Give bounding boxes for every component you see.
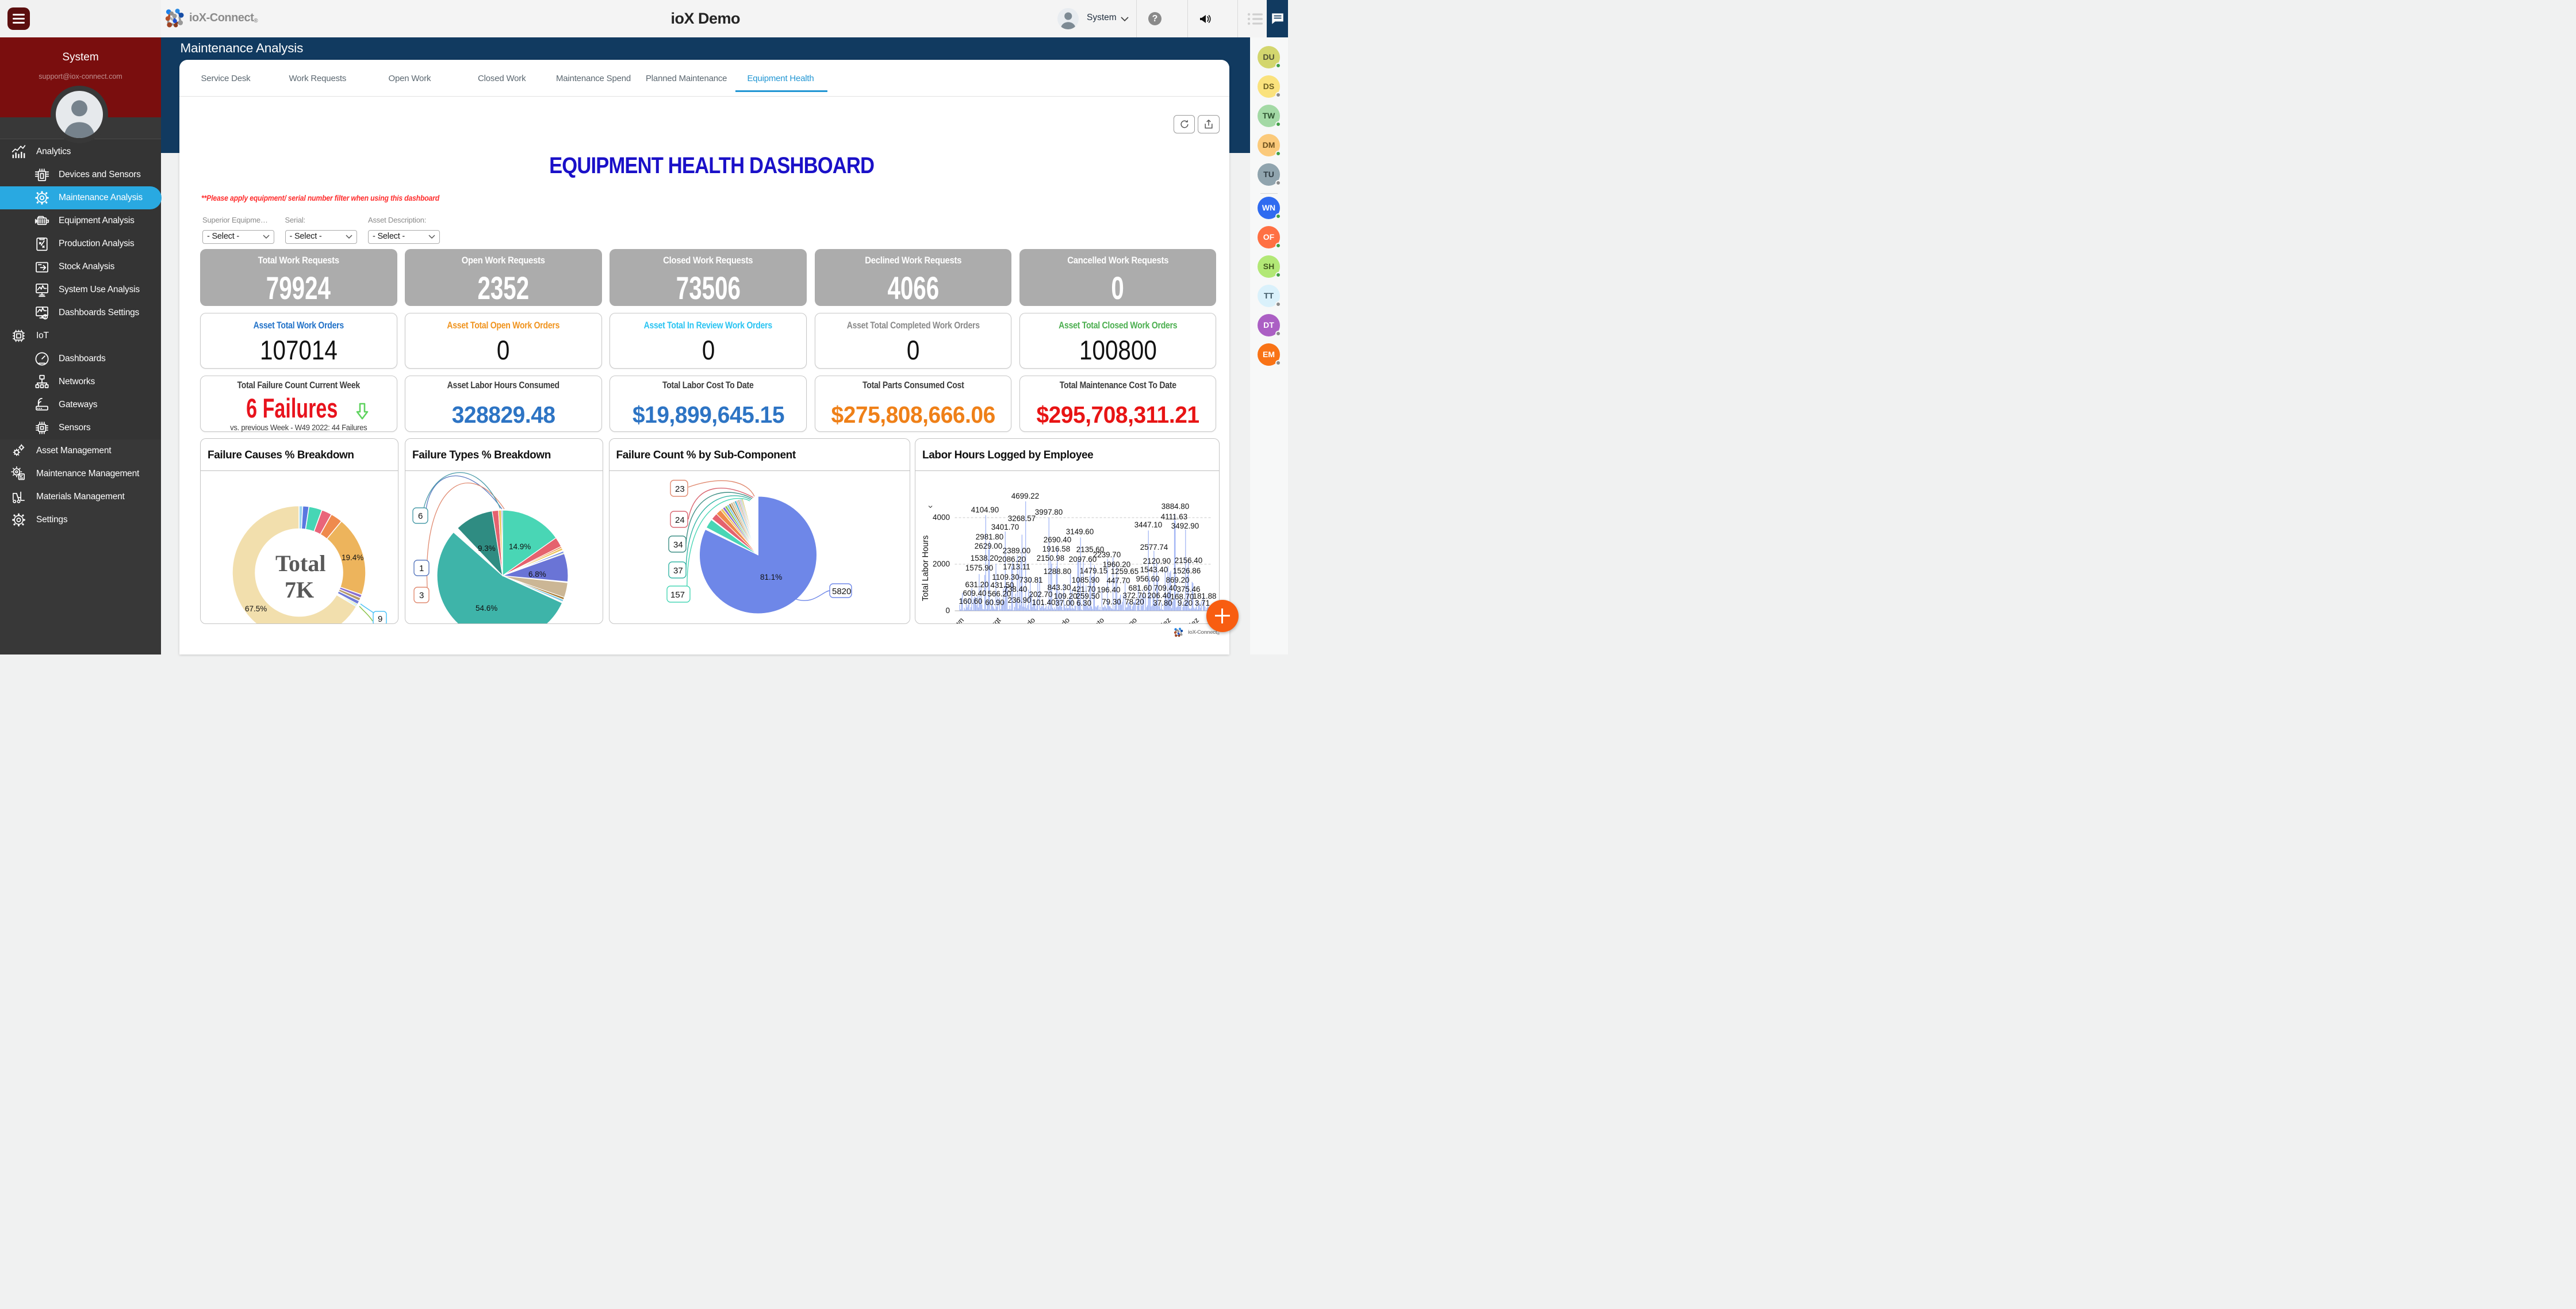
svg-text:709.40: 709.40 (1154, 584, 1178, 592)
svg-text:34: 34 (673, 540, 683, 550)
svg-text:54.6%: 54.6% (476, 604, 497, 613)
svg-text:ergt: ergt (987, 615, 1003, 623)
svg-text:14.9%: 14.9% (509, 542, 531, 551)
svg-text:3401.70: 3401.70 (991, 523, 1019, 531)
svg-text:2156.40: 2156.40 (1175, 556, 1202, 565)
svg-text:869.20: 869.20 (1166, 576, 1190, 584)
svg-text:9.3%: 9.3% (478, 544, 496, 553)
svg-text:206.40: 206.40 (1148, 591, 1171, 600)
svg-text:1575.90: 1575.90 (965, 564, 993, 572)
svg-text:›: › (926, 505, 936, 508)
svg-text:dez: dez (1158, 615, 1172, 623)
svg-text:375.46: 375.46 (1177, 585, 1201, 594)
svg-text:4104.90: 4104.90 (971, 506, 999, 514)
svg-text:2239.70: 2239.70 (1093, 550, 1121, 559)
svg-text:4111.63: 4111.63 (1161, 512, 1187, 521)
svg-text:372.70: 372.70 (1123, 591, 1147, 600)
svg-text:2629.00: 2629.00 (975, 542, 1002, 550)
svg-text:6: 6 (418, 511, 423, 521)
svg-text:259.50: 259.50 (1076, 592, 1100, 600)
svg-text:2086.20: 2086.20 (998, 555, 1026, 564)
svg-text:81.1%: 81.1% (760, 573, 782, 581)
svg-text:730.81: 730.81 (1019, 576, 1043, 584)
svg-text:23: 23 (675, 484, 685, 494)
svg-text:181.88: 181.88 (1193, 592, 1217, 600)
svg-text:ndo: ndo (1022, 615, 1037, 623)
svg-text:1543.40: 1543.40 (1140, 565, 1168, 574)
svg-text:dez: dez (1186, 615, 1201, 623)
svg-text:447.70: 447.70 (1107, 576, 1130, 585)
svg-text:78.20: 78.20 (1125, 598, 1144, 606)
svg-text:wn: wn (952, 615, 965, 623)
svg-text:3: 3 (419, 591, 424, 600)
svg-text:196.40: 196.40 (1097, 585, 1121, 594)
svg-text:eno: eno (1124, 615, 1138, 623)
svg-text:2981.80: 2981.80 (976, 533, 1003, 541)
svg-text:421.70: 421.70 (1072, 585, 1096, 594)
svg-text:24: 24 (675, 515, 685, 525)
svg-text:1259.65: 1259.65 (1111, 567, 1138, 576)
svg-text:1526.86: 1526.86 (1173, 567, 1201, 575)
svg-text:5820: 5820 (832, 587, 851, 596)
svg-text:1713.11: 1713.11 (1003, 562, 1030, 571)
svg-text:431.50: 431.50 (991, 581, 1014, 590)
svg-text:6.8%: 6.8% (528, 570, 546, 579)
svg-text:2577.74: 2577.74 (1140, 543, 1168, 552)
svg-text:1916.58: 1916.58 (1042, 545, 1070, 553)
svg-text:202.70: 202.70 (1029, 590, 1053, 599)
svg-text:1538.20: 1538.20 (971, 554, 998, 562)
svg-text:Total: Total (275, 550, 325, 576)
svg-text:843.30: 843.30 (1048, 583, 1071, 592)
svg-text:60.90: 60.90 (985, 598, 1005, 607)
svg-text:681.60: 681.60 (1129, 584, 1152, 592)
svg-text:67.5%: 67.5% (245, 604, 267, 613)
svg-text:160.60: 160.60 (959, 597, 983, 606)
svg-text:109.20: 109.20 (1054, 592, 1078, 600)
svg-text:566.20: 566.20 (988, 590, 1011, 598)
svg-text:9: 9 (378, 614, 382, 623)
svg-text:157: 157 (670, 590, 685, 600)
svg-text:1288.80: 1288.80 (1044, 567, 1071, 576)
svg-text:oto: oto (1092, 615, 1106, 623)
svg-text:3997.80: 3997.80 (1035, 508, 1063, 516)
svg-text:2097.60: 2097.60 (1069, 555, 1097, 564)
svg-text:4699.22: 4699.22 (1011, 492, 1039, 500)
svg-text:1479.15: 1479.15 (1080, 567, 1107, 575)
svg-text:3268.57: 3268.57 (1008, 514, 1036, 523)
svg-text:3.71: 3.71 (1195, 599, 1210, 607)
svg-text:0: 0 (945, 606, 950, 615)
svg-text:738.40: 738.40 (1004, 585, 1028, 594)
svg-text:1: 1 (419, 564, 424, 573)
svg-text:3447.10: 3447.10 (1134, 520, 1162, 529)
svg-text:Total Labor Hours: Total Labor Hours (921, 535, 930, 600)
svg-text:6.30: 6.30 (1076, 599, 1091, 607)
svg-text:631.20: 631.20 (965, 580, 989, 589)
svg-text:168.70: 168.70 (1171, 592, 1194, 601)
svg-text:2000: 2000 (933, 560, 950, 568)
svg-text:ado: ado (1056, 615, 1071, 623)
svg-text:37: 37 (673, 566, 683, 576)
svg-text:37.80: 37.80 (1153, 599, 1172, 607)
svg-text:79.30: 79.30 (1102, 598, 1121, 606)
svg-text:2120.90: 2120.90 (1143, 557, 1171, 565)
svg-text:9.20: 9.20 (1178, 599, 1193, 607)
svg-text:609.40: 609.40 (963, 589, 987, 598)
svg-text:236.90: 236.90 (1008, 596, 1032, 604)
svg-text:2135.60: 2135.60 (1076, 545, 1104, 554)
svg-text:4000: 4000 (933, 513, 950, 522)
svg-text:7K: 7K (285, 577, 314, 603)
svg-text:3492.90: 3492.90 (1171, 522, 1199, 530)
svg-text:956.60: 956.60 (1136, 575, 1160, 583)
svg-text:1960.20: 1960.20 (1103, 560, 1130, 569)
svg-text:3884.80: 3884.80 (1162, 502, 1189, 511)
svg-text:2690.40: 2690.40 (1044, 535, 1071, 544)
svg-text:37.00: 37.00 (1055, 599, 1075, 607)
svg-text:19.4%: 19.4% (342, 553, 363, 562)
svg-text:1085.90: 1085.90 (1072, 576, 1099, 584)
svg-text:1109.30: 1109.30 (992, 573, 1019, 581)
svg-text:101.40: 101.40 (1032, 598, 1056, 607)
svg-text:2150.98: 2150.98 (1037, 554, 1064, 562)
svg-text:2389.00: 2389.00 (1003, 546, 1030, 555)
svg-text:3149.60: 3149.60 (1066, 527, 1094, 536)
